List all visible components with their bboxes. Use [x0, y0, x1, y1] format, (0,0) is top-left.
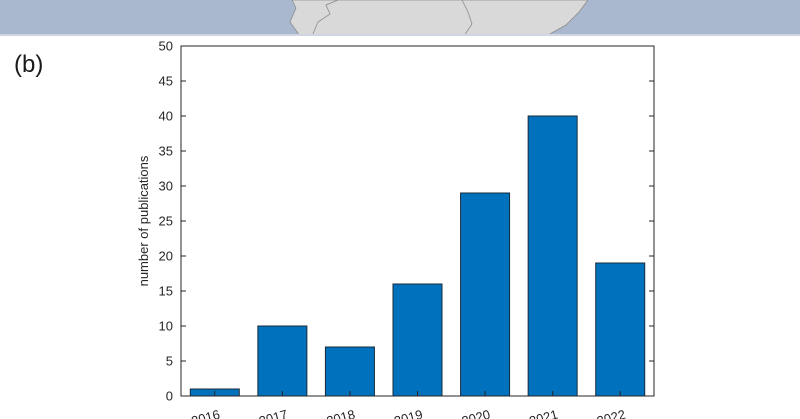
x-tick-label: 2019: [392, 407, 424, 419]
y-tick-label: 5: [166, 354, 173, 369]
x-tick-label: 2021: [528, 407, 560, 419]
x-tick-label: 2018: [325, 407, 357, 419]
map-border: [461, 0, 473, 36]
bar-2020: [460, 192, 511, 397]
y-tick-label: 30: [159, 179, 173, 194]
y-tick-label: 25: [159, 214, 173, 229]
x-tick-label: 2022: [595, 407, 627, 419]
x-tick-label: 2020: [460, 407, 492, 419]
bar-2022: [595, 262, 646, 397]
y-tick-label: 15: [159, 284, 173, 299]
x-tick-label: 2017: [257, 407, 289, 419]
y-tick-label: 20: [159, 249, 173, 264]
y-tick-label: 0: [166, 389, 173, 404]
map-border: [311, 0, 339, 36]
panel-label: (b): [14, 51, 44, 78]
bar-2017: [257, 325, 308, 397]
bar-2019: [392, 283, 443, 397]
y-tick-label: 10: [159, 319, 173, 334]
map-frame-bottom: [0, 34, 800, 36]
y-tick-label: 35: [159, 144, 173, 159]
y-axis-label: number of publications: [136, 155, 151, 286]
x-tick-label: 2016: [190, 407, 222, 419]
bar-2018: [324, 346, 375, 397]
y-tick-label: 40: [159, 109, 173, 124]
y-tick-label: 45: [159, 74, 173, 89]
y-tick-label: 50: [159, 39, 173, 54]
map-image-fragment: [0, 0, 800, 36]
bar-2021: [527, 115, 578, 397]
